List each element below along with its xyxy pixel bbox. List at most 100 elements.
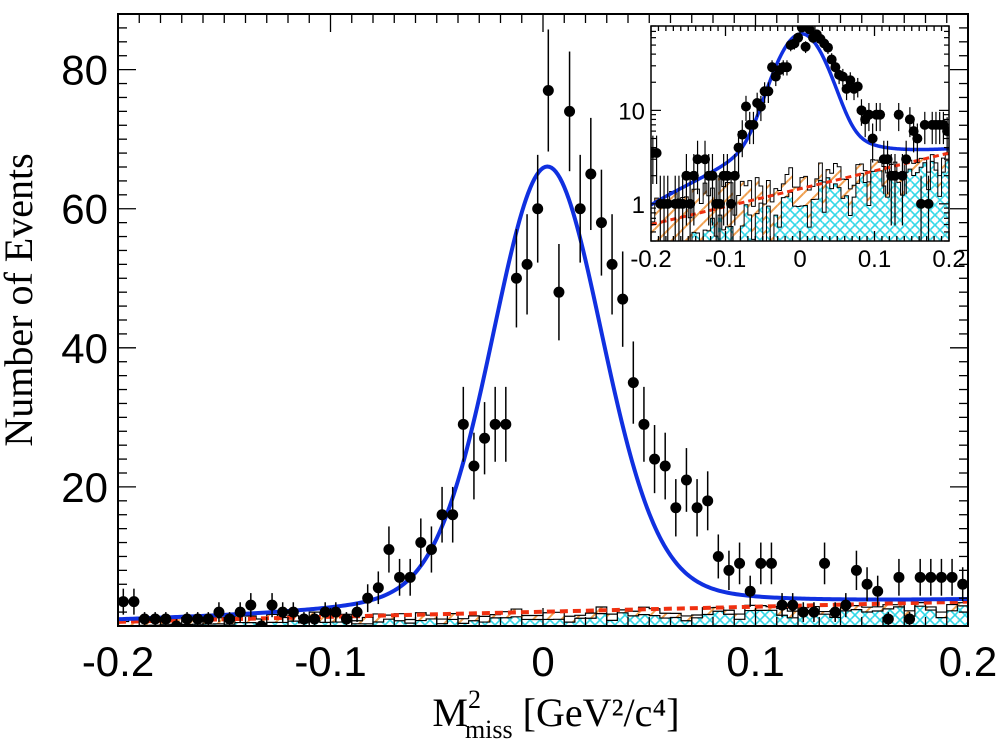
peaking-background-histogram-outline [651,160,949,241]
data-point-marker [457,418,469,430]
orange-hatch-bin [458,618,469,626]
orange-hatch-bin [695,189,700,241]
data-point-marker [841,83,852,94]
cyan-crosshatch-bin [691,617,703,626]
cyan-crosshatch-bin [908,169,912,241]
data-point-marker [234,606,246,618]
data-point-marker [737,129,748,140]
orange-hatch-bin [807,189,812,241]
data-point [901,140,912,195]
data-point [309,612,321,626]
cyan-crosshatch-bin [814,199,819,241]
cyan-crosshatch-bin [468,620,480,626]
orange-hatch-bin [740,181,745,241]
cyan-crosshatch-bin [904,172,909,241]
cyan-crosshatch-bin [837,187,841,241]
data-point-marker [160,613,172,625]
data-point-marker [797,606,809,618]
main-plot: -0.2 -0.1 0 0.1 0.2 20 40 60 80 [61,13,997,685]
data-point [691,479,703,537]
data-point [298,612,310,626]
cyan-crosshatch-bin [245,622,257,626]
x-axis-title: M2 miss [GeV²/c⁴] [432,685,679,744]
data-point-marker [872,585,884,597]
cyan-crosshatch-bin [881,186,886,241]
cyan-crosshatch-bin [721,229,726,241]
orange-hatch-bin [394,613,405,626]
data-point [923,175,934,241]
data-point [797,602,809,622]
data-point-marker [925,571,937,583]
cyan-crosshatch-bin [319,622,331,626]
data-point-marker [744,585,756,597]
data-point-marker [914,571,926,583]
orange-hatch-bin [699,203,704,241]
data-point [287,602,299,622]
cyan-crosshatch-bin [787,617,798,626]
data-point-marker [532,203,544,215]
cyan-crosshatch-bin [840,610,852,626]
data-point [914,558,926,596]
data-point-marker [266,599,278,611]
data-point-marker [202,613,214,625]
data-point [912,123,923,163]
data-point-marker [935,571,947,583]
data-point-marker [638,418,650,430]
data-point-marker [755,101,766,112]
data-point [139,612,151,626]
data-point [875,102,886,132]
cyan-crosshatch-bin [925,610,937,626]
data-point-marker [415,537,427,549]
cyan-crosshatch-bin [822,212,827,241]
data-point [468,432,480,500]
data-point-marker [287,606,299,618]
cyan-crosshatch-bin [706,230,711,241]
cyan-crosshatch-bin [819,614,830,626]
data-point [755,95,766,122]
cyan-crosshatch-bin [792,206,797,241]
data-point-marker [919,119,930,130]
data-point [680,448,692,512]
data-point-marker [677,198,688,209]
cyan-crosshatch-bin [867,205,871,241]
data-point-marker [362,592,374,604]
cyan-crosshatch-bin [755,213,760,241]
cyan-crosshatch-bin [500,617,512,626]
data-point [404,558,416,596]
data-point [372,571,384,605]
cyan-crosshatch-bin [934,170,938,241]
cyan-crosshatch-bin [532,619,543,626]
data-point [776,593,788,618]
data-point-marker [829,606,841,618]
orange-hatch-bin [669,191,674,241]
data-point [330,602,342,622]
data-point-marker [224,613,236,625]
cyan-crosshatch-bin [695,232,700,241]
data-point-marker [500,418,512,430]
data-point [234,602,246,622]
data-point [510,229,522,328]
data-point-marker [692,154,703,165]
data-point [394,558,406,596]
data-point-marker [521,258,533,270]
data-point [712,534,724,579]
data-point-marker [722,170,733,181]
x-axis-title-subscript: miss [465,715,513,744]
cyan-crosshatch-bin [713,611,724,626]
cyan-crosshatch-bin [777,227,782,241]
data-point [702,471,714,531]
orange-hatch-bin [266,614,278,626]
data-point-marker [856,105,867,116]
data-point-marker [897,170,908,181]
data-point-marker [729,170,740,181]
data-point [436,486,448,543]
cyan-crosshatch-bin [681,620,692,626]
cyan-crosshatch-bin [747,215,752,241]
inset-x-tick-label: 0 [793,246,806,273]
data-point-marker [714,198,725,209]
data-point [662,175,673,241]
data-point-marker [912,133,923,144]
data-point-marker [330,606,342,618]
cyan-crosshatch-bin [404,623,416,626]
cyan-crosshatch-bin [937,196,942,241]
